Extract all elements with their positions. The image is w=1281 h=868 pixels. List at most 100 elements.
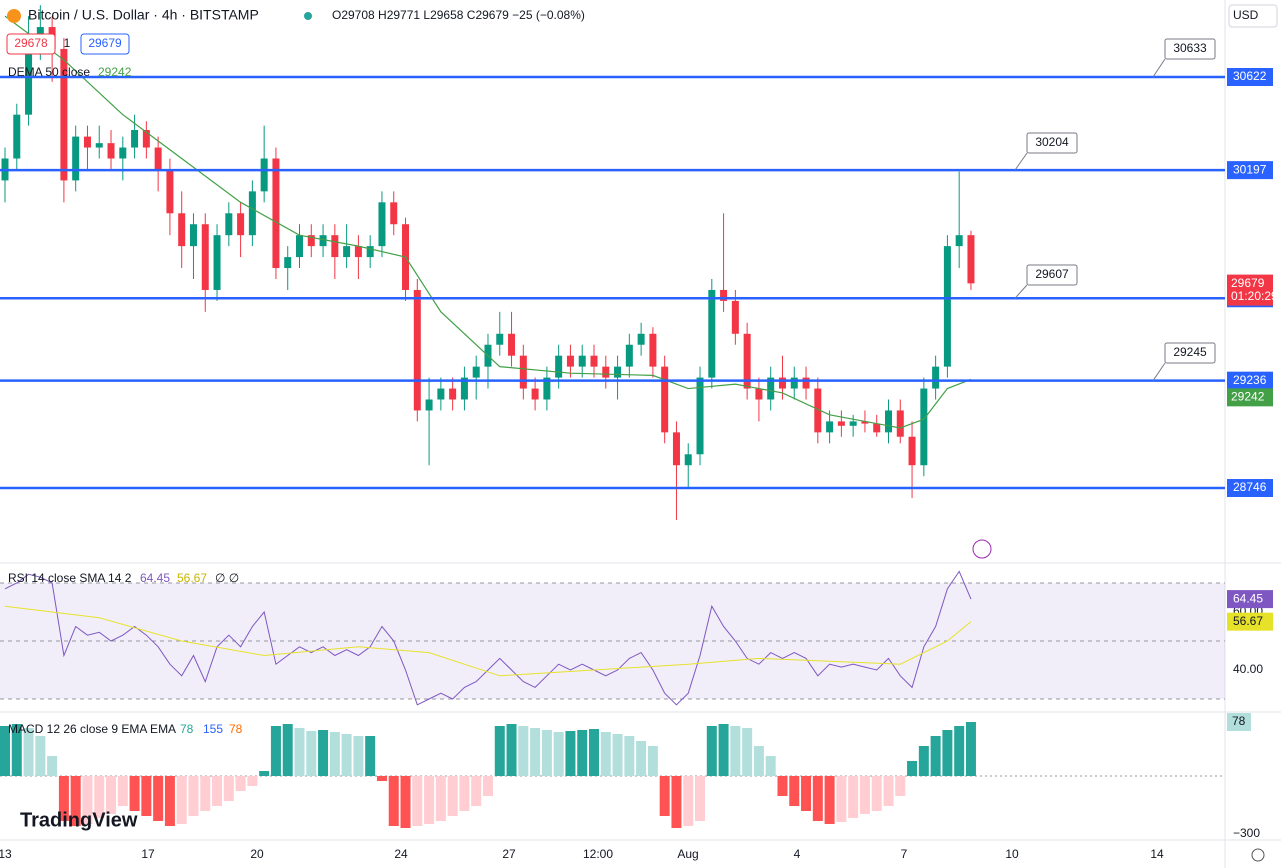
macd-bar — [530, 728, 541, 776]
candle-body — [578, 355, 586, 367]
macd-value: 78 — [180, 722, 194, 736]
macd-bar — [753, 746, 764, 776]
candle-body — [885, 410, 892, 433]
bid: 29678 — [14, 36, 48, 50]
macd-bar — [553, 732, 564, 776]
macd-bar — [365, 736, 376, 776]
macd-bar — [518, 726, 529, 776]
candle-body — [354, 246, 362, 258]
candle-body — [166, 169, 174, 214]
rsi-tick-label: 40.00 — [1233, 662, 1263, 676]
macd-bar — [400, 776, 411, 828]
macd-bar — [82, 776, 93, 824]
time-label: 17 — [141, 847, 155, 861]
time-label: 10 — [1005, 847, 1019, 861]
macd-bar — [424, 776, 435, 824]
candle-body — [508, 333, 516, 356]
candle-body — [449, 388, 457, 400]
macd-bar — [294, 728, 305, 776]
macd-title: MACD 12 26 close 9 EMA EMA — [8, 722, 176, 736]
candle-body — [237, 213, 245, 236]
settings-icon[interactable] — [1251, 848, 1265, 862]
rsi-value: 64.45 — [140, 571, 170, 585]
candle-body — [720, 289, 728, 301]
currency: USD — [1233, 8, 1259, 22]
macd-bar — [459, 776, 470, 811]
macd-bar — [836, 776, 847, 822]
event-icon[interactable] — [972, 539, 992, 559]
macd-bar — [871, 776, 882, 811]
candle-body — [684, 454, 692, 466]
time-label: 13 — [0, 847, 12, 861]
macd-bar — [494, 726, 505, 776]
axis-badge — [1227, 612, 1273, 631]
dema-title: DEMA 50 close — [8, 65, 90, 79]
candle-body — [837, 421, 845, 426]
candle-body — [378, 202, 386, 247]
macd-bar — [447, 776, 458, 816]
macd-bar — [47, 756, 58, 776]
macd-bar — [930, 736, 941, 776]
candle-body — [755, 388, 763, 400]
macd-bar — [883, 776, 894, 806]
macd-bar — [23, 728, 34, 776]
macd-bar — [176, 776, 187, 824]
candle-body — [343, 246, 351, 258]
candle-body — [802, 377, 810, 389]
candle-body — [778, 377, 786, 389]
candle-body — [225, 213, 233, 236]
candle-body — [896, 410, 904, 437]
time-label: 12:00 — [583, 847, 613, 861]
macd-bar — [259, 771, 270, 776]
macd-bar — [0, 726, 10, 776]
macd-bar — [589, 729, 599, 776]
candle-body — [131, 130, 139, 148]
macd-bar — [482, 776, 493, 796]
callout-pointer — [1014, 152, 1028, 171]
ask-box[interactable] — [80, 33, 130, 55]
macd-bar — [683, 776, 694, 826]
macd-bar — [965, 722, 976, 776]
rsi-sma-line — [4, 605, 972, 677]
axis-badge-label: 01:20:29 — [1231, 289, 1278, 303]
candle-body — [331, 235, 339, 258]
macd-bar — [718, 724, 729, 776]
macd-axis-top: 78 — [1232, 714, 1246, 728]
macd-bar — [907, 761, 918, 776]
candle-body — [649, 333, 657, 367]
candle-body — [460, 377, 468, 400]
axis-badge — [1227, 590, 1273, 609]
macd-axis-bottom: −300 — [1233, 826, 1260, 840]
macd-bar — [695, 776, 706, 821]
candle-body — [814, 388, 822, 433]
macd-bar — [577, 730, 588, 776]
ask: 29679 — [88, 36, 122, 50]
bid-box[interactable] — [6, 33, 56, 55]
macd-bar — [942, 730, 953, 776]
candle-body — [661, 366, 669, 433]
candle-body — [625, 344, 633, 367]
time-label: 7 — [901, 847, 908, 861]
candle-body — [531, 388, 539, 400]
level-axis-label: 28746 — [1233, 480, 1267, 494]
macd-bar — [671, 776, 682, 828]
candle-body — [849, 421, 857, 426]
candle-body — [955, 235, 963, 247]
callout-pointer — [1152, 362, 1166, 381]
candle-body — [201, 224, 209, 290]
candle-body — [672, 432, 680, 466]
currency-button[interactable] — [1228, 4, 1278, 28]
time-label: 24 — [394, 847, 408, 861]
candle-body — [767, 377, 775, 400]
level-axis-box — [1227, 67, 1273, 86]
candle-body — [189, 224, 197, 247]
macd-bar — [306, 731, 317, 776]
candle-body — [543, 377, 551, 400]
level-axis-label: 30197 — [1233, 162, 1267, 176]
macd-bar — [70, 776, 81, 826]
macd-bar — [341, 734, 352, 776]
macd-bar — [624, 736, 635, 776]
candle-body — [154, 147, 162, 170]
callout-box — [1026, 132, 1078, 154]
